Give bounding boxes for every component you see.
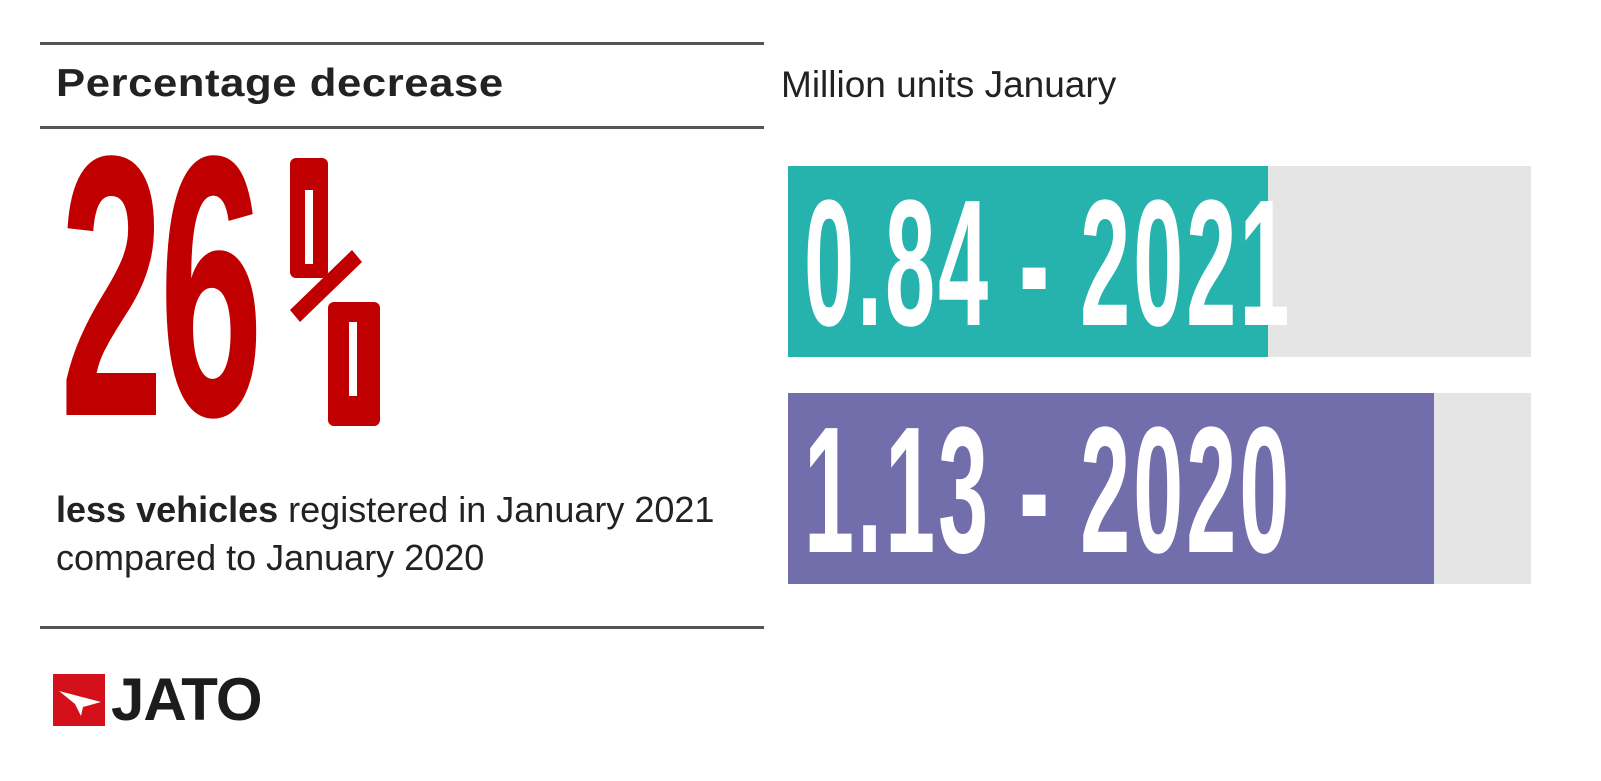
bar-track-2021: 0.84 - 2021 xyxy=(788,166,1531,357)
description: less vehicles registered in January 2021… xyxy=(56,486,736,582)
description-text: registered in January 2021 compared to J… xyxy=(56,489,715,578)
bar-label-2021: 0.84 - 2021 xyxy=(804,163,1293,364)
bar-2021: 0.84 - 2021 xyxy=(788,166,1289,357)
heading-rule xyxy=(40,126,764,129)
section-heading: Percentage decrease xyxy=(56,62,504,105)
bar-label-2020: 1.13 - 2020 xyxy=(804,390,1293,591)
bottom-rule xyxy=(40,626,764,629)
percent-sign-icon: % xyxy=(282,150,380,426)
percent-sign-text: % xyxy=(282,150,283,151)
jato-arrow-icon xyxy=(53,674,105,726)
bar-track-2020: 1.13 - 2020 xyxy=(788,393,1531,584)
description-bold: less vehicles xyxy=(56,489,279,530)
jato-logo: JATO xyxy=(53,666,262,733)
percentage-number: 26 xyxy=(60,78,263,494)
logo-text: JATO xyxy=(111,666,262,733)
chart-title: Million units January xyxy=(781,64,1117,105)
top-rule xyxy=(40,42,764,45)
bar-2020: 1.13 - 2020 xyxy=(788,393,1434,584)
